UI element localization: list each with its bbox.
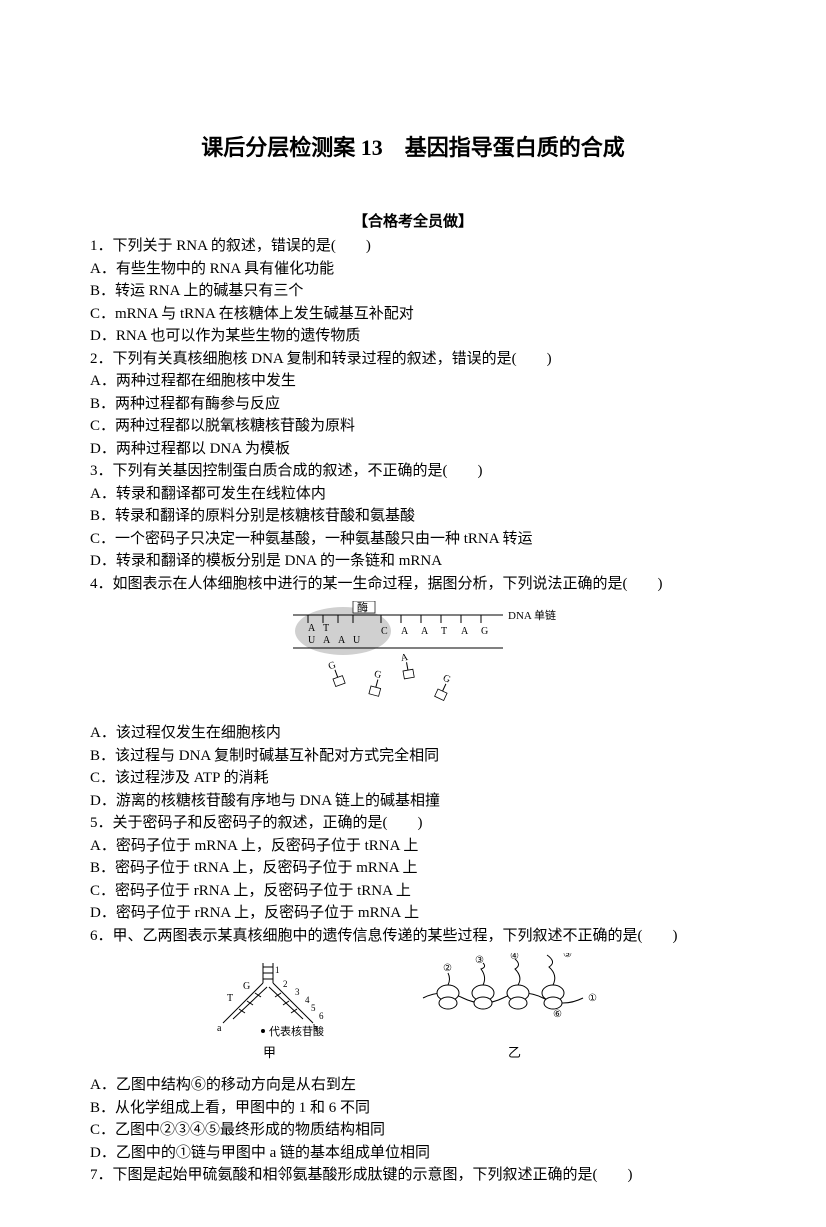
q2-option-b: B．两种过程都有酶参与反应 — [90, 393, 736, 416]
fig-left-replication: T G a b 1 2 3 4 5 6 代表核苷酸 甲 — [217, 963, 324, 1060]
dna-base: A — [421, 626, 429, 637]
enzyme-label: 酶 — [357, 601, 368, 614]
fig-label: a — [217, 1023, 222, 1034]
nucleotide-label: G — [327, 660, 338, 673]
q2-stem: 2．下列有关真核细胞核 DNA 复制和转录过程的叙述，错误的是( ) — [90, 348, 736, 371]
q6-stem: 6．甲、乙两图表示某真核细胞中的遗传信息传递的某些过程，下列叙述不正确的是( ) — [90, 925, 736, 948]
q4-stem: 4．如图表示在人体细胞核中进行的某一生命过程，据图分析，下列说法正确的是( ) — [90, 573, 736, 596]
rna-base: A — [338, 635, 346, 646]
q1-option-c: C．mRNA 与 tRNA 在核糖体上发生碱基互补配对 — [90, 303, 736, 326]
fig-caption-right: 乙 — [508, 1045, 521, 1060]
nucleotide-caption: 代表核苷酸 — [269, 1024, 324, 1038]
fig-right-translation: ① ② ③ ④ ⑤ ⑥ 乙 — [423, 953, 597, 1060]
q3-option-a: A．转录和翻译都可发生在线粒体内 — [90, 483, 736, 506]
fig-label: ① — [588, 993, 597, 1004]
fig-label: ④ — [510, 953, 519, 962]
fig-label: T — [227, 993, 233, 1004]
q6-option-b: B．从化学组成上看，甲图中的 1 和 6 不同 — [90, 1097, 736, 1120]
nucleotide-label: A — [400, 652, 410, 664]
q6-option-d: D．乙图中的①链与甲图中 a 链的基本组成单位相同 — [90, 1142, 736, 1165]
q3-stem: 3．下列有关基因控制蛋白质合成的叙述，不正确的是( ) — [90, 460, 736, 483]
q3-option-c: C．一个密码子只决定一种氨基酸，一种氨基酸只由一种 tRNA 转运 — [90, 528, 736, 551]
q2-option-a: A．两种过程都在细胞核中发生 — [90, 370, 736, 393]
dna-base: A — [461, 626, 469, 637]
q6-figure: T G a b 1 2 3 4 5 6 代表核苷酸 甲 — [90, 953, 736, 1068]
q6-option-c: C．乙图中②③④⑤最终形成的物质结构相同 — [90, 1119, 736, 1142]
fig-label: 1 — [275, 965, 280, 975]
q1-option-a: A．有些生物中的 RNA 具有催化功能 — [90, 258, 736, 281]
q3-option-d: D．转录和翻译的模板分别是 DNA 的一条链和 mRNA — [90, 550, 736, 573]
q4-option-d: D．游离的核糖核苷酸有序地与 DNA 链上的碱基相撞 — [90, 790, 736, 813]
q5-option-d: D．密码子位于 rRNA 上，反密码子位于 mRNA 上 — [90, 902, 736, 925]
free-nucleotides: G G A G — [327, 652, 455, 701]
fig-label: ② — [443, 963, 452, 974]
dna-base: C — [381, 626, 388, 637]
q1-option-d: D．RNA 也可以作为某些生物的遗传物质 — [90, 325, 736, 348]
rna-base: U — [308, 635, 316, 646]
q6-option-a: A．乙图中结构⑥的移动方向是从右到左 — [90, 1074, 736, 1097]
fig-label: ⑤ — [563, 953, 572, 960]
q2-option-c: C．两种过程都以脱氧核糖核苷酸为原料 — [90, 415, 736, 438]
dna-base: A — [401, 626, 409, 637]
fig-label: 3 — [295, 987, 300, 997]
q1-stem: 1．下列关于 RNA 的叙述，错误的是( ) — [90, 235, 736, 258]
fig-label: 6 — [319, 1011, 324, 1021]
fig-label: 4 — [305, 995, 310, 1005]
fig-label: ③ — [475, 955, 484, 966]
dna-base: G — [481, 626, 488, 637]
fig-label: 2 — [283, 979, 288, 989]
q4-figure: C A A T A G A T U A A U 酶 DNA 单链 G — [90, 601, 736, 716]
q2-option-d: D．两种过程都以 DNA 为模板 — [90, 438, 736, 461]
q5-option-b: B．密码子位于 tRNA 上，反密码子位于 mRNA 上 — [90, 857, 736, 880]
q6-diagram: T G a b 1 2 3 4 5 6 代表核苷酸 甲 — [203, 953, 623, 1063]
q7-stem: 7．下图是起始甲硫氨酸和相邻氨基酸形成肽键的示意图，下列叙述正确的是( ) — [90, 1164, 736, 1187]
q3-option-b: B．转录和翻译的原料分别是核糖核苷酸和氨基酸 — [90, 505, 736, 528]
dna-base: T — [323, 623, 329, 634]
rna-base: A — [323, 635, 331, 646]
nucleotide-label: G — [373, 669, 383, 681]
q1-option-b: B．转运 RNA 上的碱基只有三个 — [90, 280, 736, 303]
q4-option-a: A．该过程仅发生在细胞核内 — [90, 722, 736, 745]
section-header: 【合格考全员做】 — [90, 210, 736, 231]
rna-base: U — [353, 635, 361, 646]
dna-base: T — [441, 626, 447, 637]
fig-label: G — [243, 981, 250, 992]
worksheet-page: 课后分层检测案 13 基因指导蛋白质的合成 【合格考全员做】 1．下列关于 RN… — [0, 0, 826, 1227]
page-title: 课后分层检测案 13 基因指导蛋白质的合成 — [90, 130, 736, 162]
nucleotide-label: G — [441, 673, 452, 686]
q4-option-c: C．该过程涉及 ATP 的消耗 — [90, 767, 736, 790]
dna-base: A — [308, 623, 316, 634]
fig-caption-left: 甲 — [263, 1045, 276, 1060]
fig-label: 5 — [311, 1003, 316, 1013]
q5-option-c: C．密码子位于 rRNA 上，反密码子位于 tRNA 上 — [90, 880, 736, 903]
dna-strand-label: DNA 单链 — [508, 608, 556, 622]
q4-option-b: B．该过程与 DNA 复制时碱基互补配对方式完全相同 — [90, 745, 736, 768]
q5-option-a: A．密码子位于 mRNA 上，反密码子位于 tRNA 上 — [90, 835, 736, 858]
q4-transcription-diagram: C A A T A G A T U A A U 酶 DNA 单链 G — [253, 601, 573, 711]
q5-stem: 5．关于密码子和反密码子的叙述，正确的是( ) — [90, 812, 736, 835]
fig-label: ⑥ — [553, 1009, 562, 1020]
